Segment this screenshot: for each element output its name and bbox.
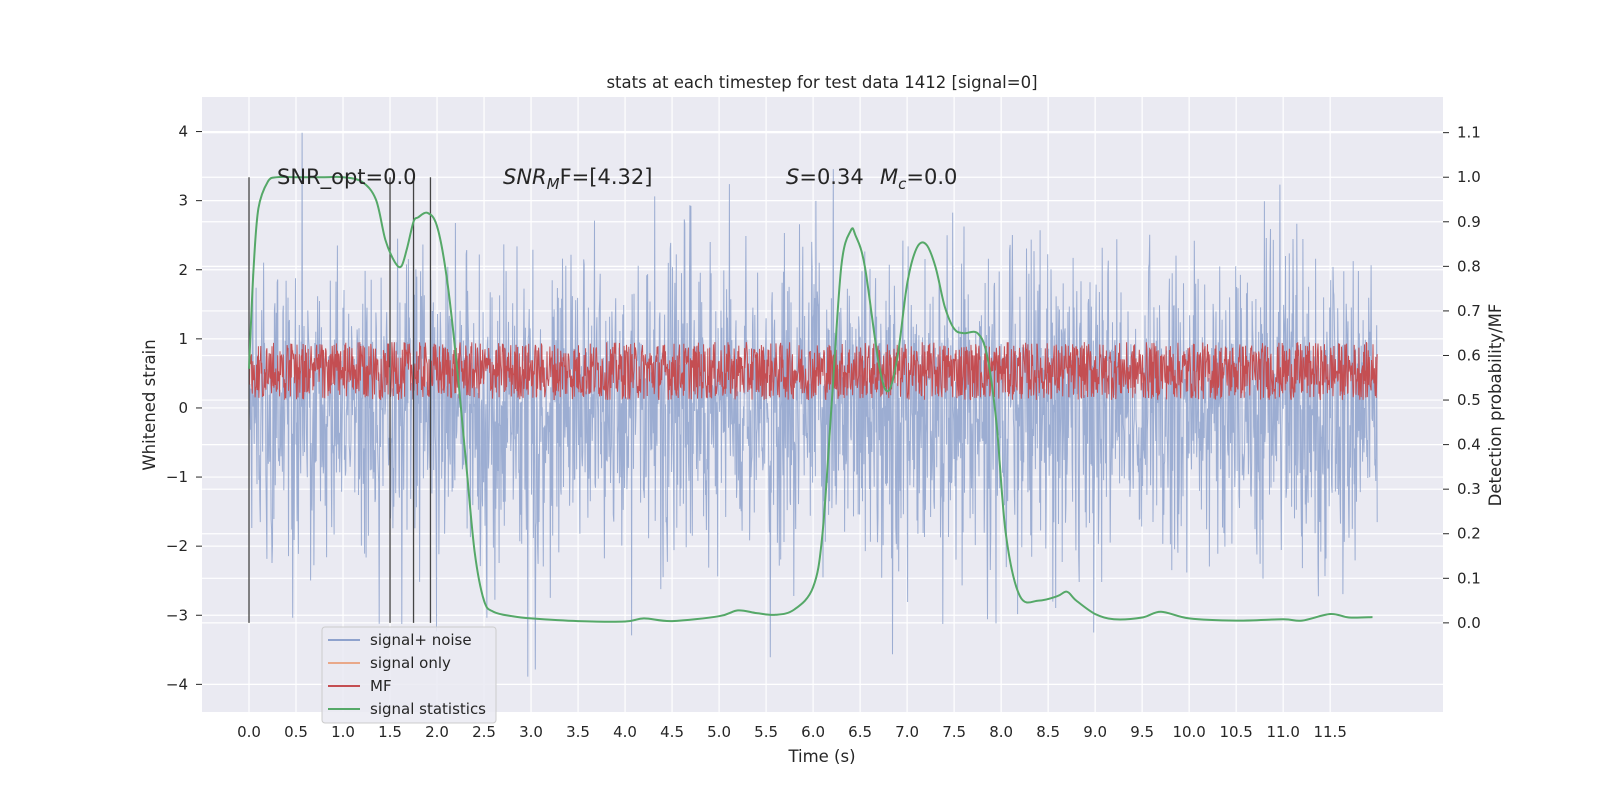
y2-tick-label: 1.0 — [1457, 168, 1481, 186]
y2-axis-label: Detection probability/MF — [1486, 304, 1505, 507]
y-tick-label: 3 — [178, 192, 188, 210]
legend-label-signal-only: signal only — [370, 654, 451, 672]
x-tick-label: 1.0 — [331, 723, 355, 741]
y2-tick-label: 0.9 — [1457, 213, 1481, 231]
snr-mf-symbol: SNR — [503, 165, 547, 189]
mc-symbol: M — [880, 165, 898, 189]
y-tick-label: 4 — [178, 123, 188, 141]
y-tick-label: 0 — [178, 399, 188, 417]
axes: 0.0 0.5 1.0 1.5 2.0 2.5 3.0 3.5 4.0 4.5 5.0 5.5 6.0 6… — [166, 123, 1481, 741]
legend-box — [321, 626, 497, 724]
y2-tick-label: 0.1 — [1457, 569, 1481, 587]
mf-line — [248, 342, 1378, 401]
signal-statistics-line — [248, 175, 1373, 623]
x-tick-label: 8.5 — [1036, 723, 1060, 741]
snr-mf-subscript: M — [547, 175, 560, 193]
legend-label-signal-statistics: signal statistics — [370, 700, 486, 718]
s-value: =0.34 — [799, 165, 863, 189]
y2-tick-label: 0.0 — [1457, 614, 1481, 632]
mc-subscript: c — [898, 175, 907, 193]
y-tick-label: 1 — [178, 330, 188, 348]
y2-tick-label: 0.8 — [1457, 257, 1481, 275]
x-tick-label: 0.0 — [237, 723, 261, 741]
x-tick-label: 8.0 — [989, 723, 1013, 741]
s-annotation: S=0.34 — [786, 165, 864, 189]
y2-tick-label: 0.6 — [1457, 346, 1481, 364]
x-tick-label: 9.5 — [1130, 723, 1154, 741]
y-tick-label: 2 — [178, 261, 188, 279]
y2-tick-label: 0.4 — [1457, 436, 1481, 454]
x-tick-label: 10.5 — [1219, 723, 1252, 741]
y-tick-label: −4 — [166, 675, 188, 693]
snr-opt-annotation: SNR_opt=0.0 — [277, 165, 417, 190]
x-tick-label: 11.5 — [1313, 723, 1346, 741]
x-tick-label: 1.5 — [378, 723, 402, 741]
x-tick-label: 10.0 — [1172, 723, 1205, 741]
x-tick-label: 7.0 — [895, 723, 919, 741]
x-tick-label: 6.5 — [848, 723, 872, 741]
mc-value: =0.0 — [906, 165, 957, 189]
x-tick-label: 11.0 — [1266, 723, 1299, 741]
x-tick-label: 2.5 — [472, 723, 496, 741]
legend-label-signal-noise: signal+ noise — [370, 631, 472, 649]
x-tick-label: 6.0 — [801, 723, 825, 741]
mf-series — [248, 342, 1378, 401]
y2-tick-label: 0.7 — [1457, 302, 1481, 320]
legend: signal+ noise signal only MF signal stat… — [321, 626, 497, 724]
x-tick-label: 4.0 — [613, 723, 637, 741]
y2-tick-label: 1.1 — [1457, 124, 1481, 142]
y-tick-label: −2 — [166, 537, 188, 555]
chart-title: stats at each timestep for test data 141… — [606, 73, 1037, 92]
y-tick-label: −1 — [166, 468, 188, 486]
x-tick-label: 7.5 — [942, 723, 966, 741]
snr-mf-annotation: SNRMF=[4.32] — [503, 165, 652, 193]
mc-annotation: Mc=0.0 — [880, 165, 957, 193]
x-tick-label: 3.0 — [519, 723, 543, 741]
signal-statistics-series — [248, 175, 1373, 623]
y2-tick-label: 0.5 — [1457, 391, 1481, 409]
x-tick-label: 5.0 — [707, 723, 731, 741]
snr-mf-value: F=[4.32] — [560, 165, 653, 189]
x-tick-label: 5.5 — [754, 723, 778, 741]
x-tick-label: 2.0 — [425, 723, 449, 741]
y-tick-label: −3 — [166, 606, 188, 624]
y2-tick-label: 0.2 — [1457, 525, 1481, 543]
s-symbol: S — [786, 165, 799, 189]
y2-tick-label: 0.3 — [1457, 480, 1481, 498]
y-axis-label: Whitened strain — [140, 339, 159, 470]
x-tick-label: 3.5 — [566, 723, 590, 741]
x-tick-label: 9.0 — [1083, 723, 1107, 741]
x-axis-label: Time (s) — [787, 747, 855, 766]
x-tick-label: 0.5 — [284, 723, 308, 741]
legend-label-mf: MF — [370, 677, 392, 695]
x-tick-label: 4.5 — [660, 723, 684, 741]
